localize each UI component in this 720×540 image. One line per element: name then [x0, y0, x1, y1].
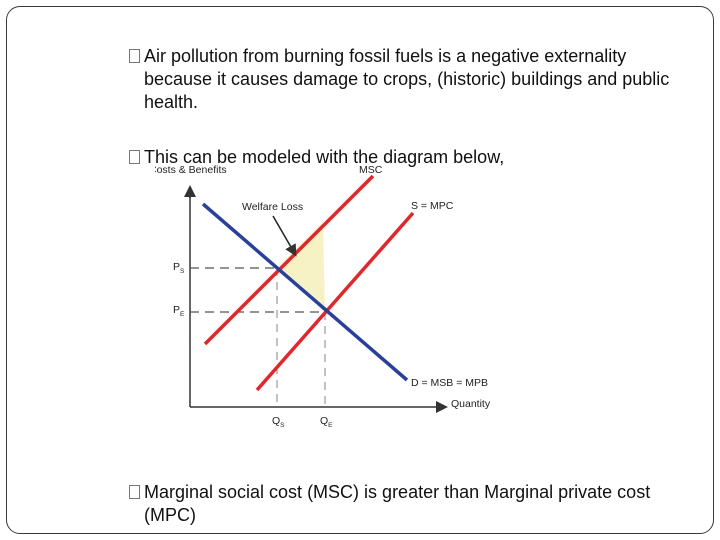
qe-label: QE	[320, 415, 333, 429]
qs-label: QS	[272, 415, 285, 429]
x-axis-label: Quantity	[451, 398, 491, 410]
welfare-loss-label: Welfare Loss	[242, 201, 303, 213]
bullet-modeled: This can be modeled with the diagram bel…	[129, 146, 664, 169]
bullet-marker-icon	[129, 150, 140, 164]
y-axis-label: Costs & Benefits	[155, 164, 227, 176]
ps-label: PS	[173, 261, 185, 275]
bullet-text: Air pollution from burning fossil fuels …	[144, 46, 670, 112]
bullet-msc-mpc: Marginal social cost (MSC) is greater th…	[129, 481, 684, 527]
bullet-marker-icon	[129, 485, 140, 499]
bullet-externality: Air pollution from burning fossil fuels …	[129, 45, 674, 114]
msc-label: MSC	[359, 164, 383, 176]
supply-mpc-curve	[255, 211, 415, 392]
demand-curve	[201, 202, 409, 382]
slide-frame	[6, 6, 714, 534]
bullet-marker-icon	[129, 49, 140, 63]
bullet-text: Marginal social cost (MSC) is greater th…	[144, 482, 651, 525]
externality-diagram: Costs & Benefits Quantity MSC S = MPC D …	[155, 164, 491, 429]
demand-label: D = MSB = MPB	[411, 377, 488, 389]
supply-label: S = MPC	[411, 200, 454, 212]
pe-label: PE	[173, 304, 185, 318]
msc-curve	[203, 174, 375, 346]
welfare-loss-arrow	[272, 215, 297, 257]
bullet-text: This can be modeled with the diagram bel…	[144, 147, 505, 167]
welfare-loss-area	[277, 222, 325, 312]
